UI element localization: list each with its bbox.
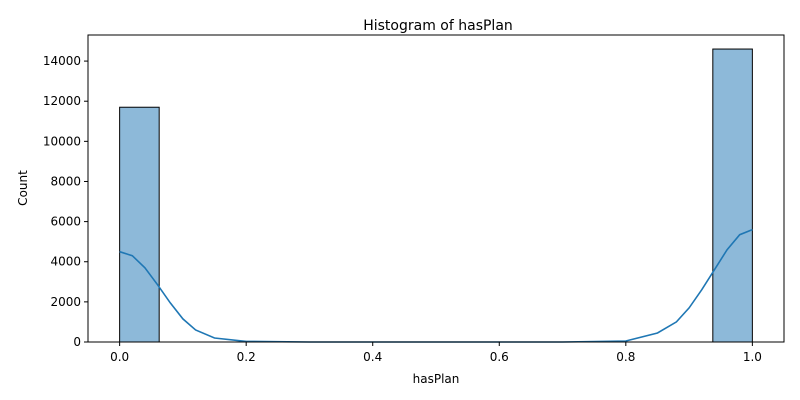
x-tick-label: 1.0 — [743, 350, 762, 364]
x-tick-label: 0.2 — [237, 350, 256, 364]
y-tick-label: 6000 — [50, 215, 81, 229]
y-axis-label: Count — [16, 170, 30, 206]
y-tick-label: 12000 — [43, 94, 81, 108]
x-tick-label: 0.6 — [490, 350, 509, 364]
kde-line — [119, 228, 753, 343]
y-tick-label: 0 — [73, 335, 81, 349]
plot-frame — [87, 34, 785, 343]
histogram-bar — [119, 106, 160, 343]
histogram-bar — [712, 48, 753, 343]
x-tick-label: 0.8 — [616, 350, 635, 364]
y-tick-label: 4000 — [50, 255, 81, 269]
y-tick-label: 14000 — [43, 54, 81, 68]
chart-title: Histogram of hasPlan — [363, 18, 513, 34]
x-tick-label: 0.4 — [363, 350, 382, 364]
y-tick-label: 10000 — [43, 134, 81, 148]
y-tick-label: 2000 — [50, 295, 81, 309]
x-tick-label: 0.0 — [110, 350, 129, 364]
x-axis-label: hasPlan — [413, 372, 460, 386]
y-tick-label: 8000 — [50, 174, 81, 188]
